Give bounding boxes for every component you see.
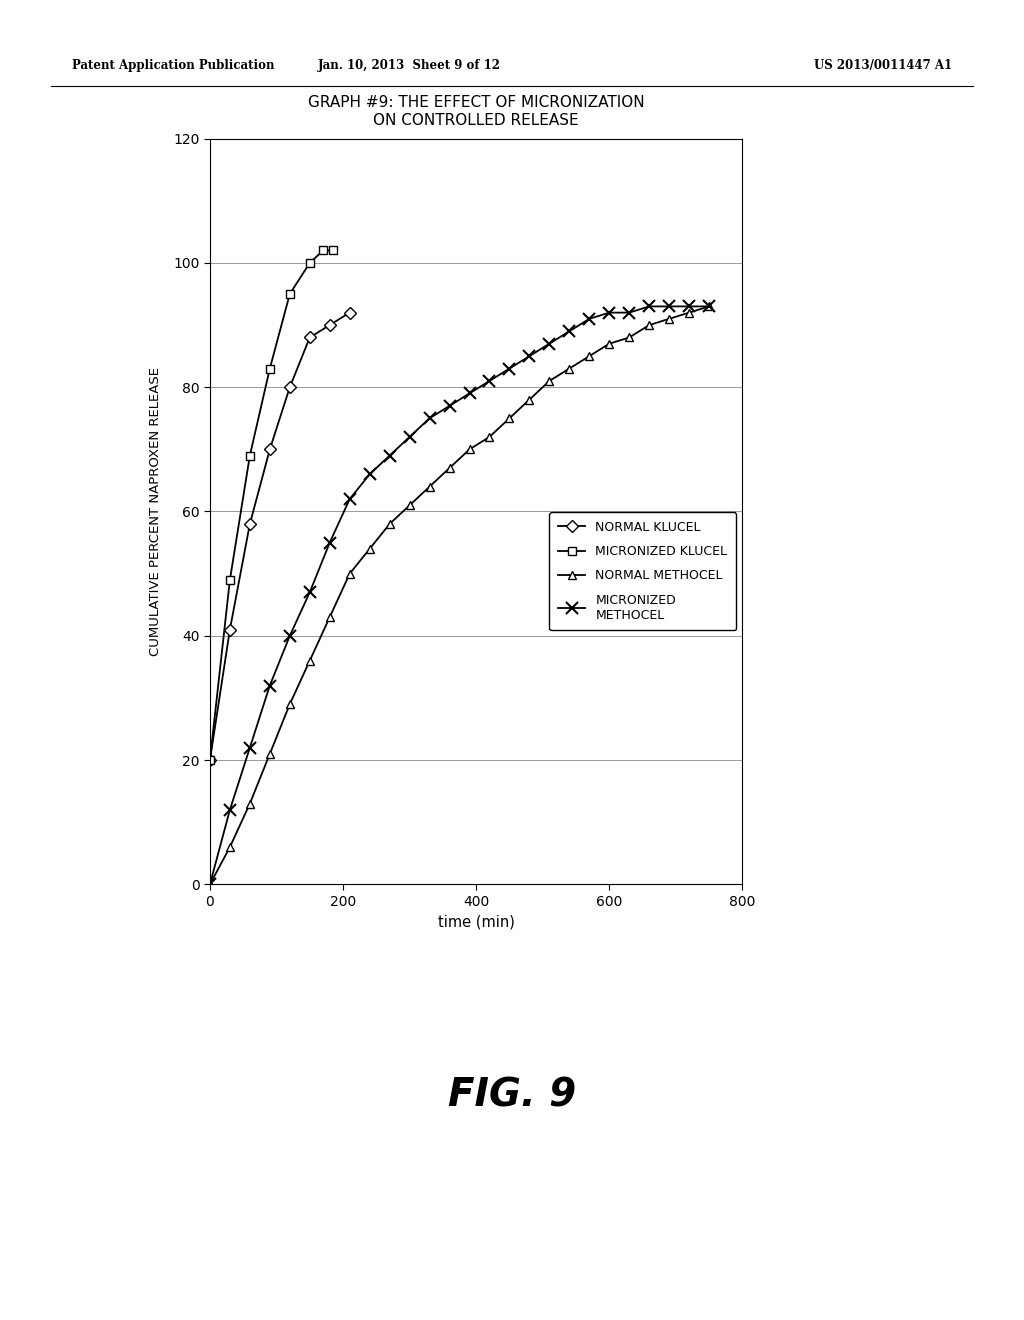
NORMAL METHOCEL <box>364 541 376 557</box>
NORMAL METHOCEL <box>563 360 575 376</box>
NORMAL METHOCEL <box>403 498 416 513</box>
Line: MICRONIZED
METHOCEL: MICRONIZED METHOCEL <box>205 301 715 890</box>
MICRONIZED
METHOCEL <box>543 335 555 351</box>
MICRONIZED
METHOCEL <box>264 677 276 693</box>
MICRONIZED
METHOCEL <box>523 348 536 364</box>
Line: NORMAL KLUCEL: NORMAL KLUCEL <box>206 309 354 764</box>
NORMAL METHOCEL <box>702 298 715 314</box>
MICRONIZED
METHOCEL <box>324 535 336 550</box>
MICRONIZED
METHOCEL <box>702 298 715 314</box>
NORMAL KLUCEL <box>303 330 315 346</box>
NORMAL METHOCEL <box>584 348 596 364</box>
NORMAL METHOCEL <box>244 796 256 812</box>
NORMAL METHOCEL <box>683 305 695 321</box>
MICRONIZED
METHOCEL <box>223 801 236 817</box>
Legend: NORMAL KLUCEL, MICRONIZED KLUCEL, NORMAL METHOCEL, MICRONIZED
METHOCEL: NORMAL KLUCEL, MICRONIZED KLUCEL, NORMAL… <box>549 512 736 630</box>
MICRONIZED
METHOCEL <box>463 385 475 401</box>
MICRONIZED
METHOCEL <box>364 466 376 482</box>
MICRONIZED KLUCEL <box>223 572 236 587</box>
MICRONIZED
METHOCEL <box>603 305 615 321</box>
NORMAL KLUCEL <box>344 305 356 321</box>
NORMAL METHOCEL <box>664 312 676 327</box>
MICRONIZED KLUCEL <box>317 243 330 259</box>
NORMAL KLUCEL <box>244 516 256 532</box>
MICRONIZED
METHOCEL <box>623 305 635 321</box>
MICRONIZED KLUCEL <box>284 286 296 302</box>
MICRONIZED KLUCEL <box>303 255 315 271</box>
NORMAL METHOCEL <box>264 746 276 762</box>
NORMAL METHOCEL <box>383 516 395 532</box>
MICRONIZED
METHOCEL <box>683 298 695 314</box>
X-axis label: time (min): time (min) <box>437 915 515 929</box>
MICRONIZED
METHOCEL <box>204 876 216 892</box>
NORMAL KLUCEL <box>284 379 296 395</box>
NORMAL METHOCEL <box>303 653 315 668</box>
MICRONIZED
METHOCEL <box>643 298 655 314</box>
Line: MICRONIZED KLUCEL: MICRONIZED KLUCEL <box>206 247 337 764</box>
Y-axis label: CUMULATIVE PERCENT NAPROXEN RELEASE: CUMULATIVE PERCENT NAPROXEN RELEASE <box>150 367 162 656</box>
NORMAL METHOCEL <box>223 840 236 855</box>
NORMAL KLUCEL <box>324 317 336 333</box>
MICRONIZED
METHOCEL <box>244 739 256 755</box>
MICRONIZED
METHOCEL <box>403 429 416 445</box>
NORMAL KLUCEL <box>204 752 216 768</box>
NORMAL METHOCEL <box>543 374 555 389</box>
Line: NORMAL METHOCEL: NORMAL METHOCEL <box>206 302 714 888</box>
MICRONIZED
METHOCEL <box>664 298 676 314</box>
NORMAL KLUCEL <box>264 441 276 457</box>
MICRONIZED KLUCEL <box>264 360 276 376</box>
MICRONIZED
METHOCEL <box>383 447 395 463</box>
NORMAL METHOCEL <box>344 566 356 582</box>
Text: FIG. 9: FIG. 9 <box>447 1077 577 1114</box>
MICRONIZED
METHOCEL <box>303 585 315 601</box>
MICRONIZED
METHOCEL <box>504 360 516 376</box>
Text: US 2013/0011447 A1: US 2013/0011447 A1 <box>814 59 952 73</box>
NORMAL METHOCEL <box>603 335 615 351</box>
NORMAL METHOCEL <box>424 479 436 495</box>
MICRONIZED
METHOCEL <box>483 374 496 389</box>
NORMAL METHOCEL <box>504 411 516 426</box>
MICRONIZED
METHOCEL <box>563 323 575 339</box>
NORMAL METHOCEL <box>623 330 635 346</box>
MICRONIZED KLUCEL <box>244 447 256 463</box>
Text: Jan. 10, 2013  Sheet 9 of 12: Jan. 10, 2013 Sheet 9 of 12 <box>318 59 501 73</box>
NORMAL METHOCEL <box>483 429 496 445</box>
MICRONIZED
METHOCEL <box>443 397 456 413</box>
NORMAL METHOCEL <box>463 441 475 457</box>
NORMAL METHOCEL <box>523 392 536 408</box>
MICRONIZED KLUCEL <box>327 243 339 259</box>
Text: Patent Application Publication: Patent Application Publication <box>72 59 274 73</box>
Title: GRAPH #9: THE EFFECT OF MICRONIZATION
ON CONTROLLED RELEASE: GRAPH #9: THE EFFECT OF MICRONIZATION ON… <box>308 95 644 128</box>
NORMAL METHOCEL <box>643 317 655 333</box>
MICRONIZED KLUCEL <box>204 752 216 768</box>
MICRONIZED
METHOCEL <box>424 411 436 426</box>
NORMAL METHOCEL <box>324 610 336 626</box>
MICRONIZED
METHOCEL <box>584 312 596 327</box>
MICRONIZED
METHOCEL <box>284 628 296 644</box>
NORMAL METHOCEL <box>443 461 456 477</box>
NORMAL METHOCEL <box>204 876 216 892</box>
NORMAL KLUCEL <box>223 622 236 638</box>
NORMAL METHOCEL <box>284 696 296 711</box>
MICRONIZED
METHOCEL <box>344 491 356 507</box>
